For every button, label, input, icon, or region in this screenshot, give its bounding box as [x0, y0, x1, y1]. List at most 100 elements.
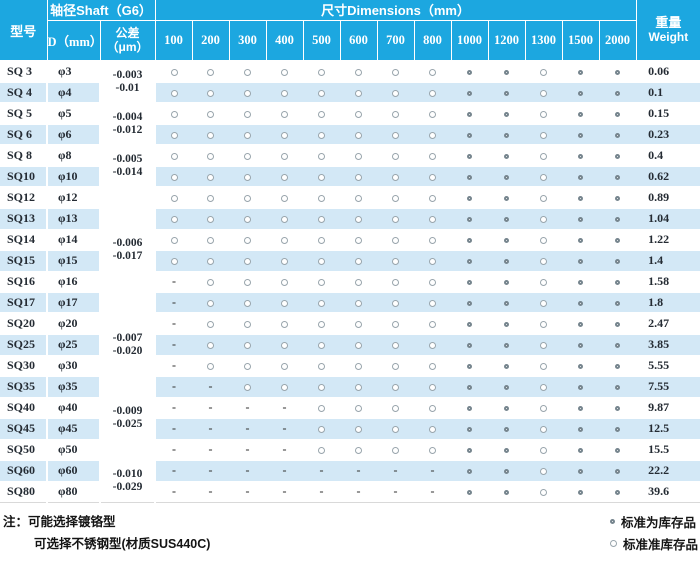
tolerance-label-cn: 公差: [115, 26, 140, 41]
tolerance-value: -0.010: [112, 468, 143, 481]
not-available-dash: -: [208, 379, 213, 394]
semi-standard-stock-icon: [281, 362, 288, 370]
semi-standard-stock-icon: [318, 362, 325, 370]
semi-standard-stock-icon: [170, 69, 178, 76]
table-header: 型号 轴径Shaft（G6） 尺寸Dimensions（mm） 重量 Weigh…: [0, 0, 700, 62]
col-header-shaft: 轴径Shaft（G6）: [46, 0, 156, 21]
semi-standard-stock-icon: [429, 384, 436, 391]
availability-cell: -: [155, 354, 192, 376]
not-available-dash: -: [245, 441, 250, 456]
model-cell: SQ25: [0, 333, 48, 355]
standard-stock-icon: [467, 489, 472, 495]
standard-stock-icon: [467, 90, 472, 96]
weight-cell: 1.8: [636, 291, 700, 313]
tolerance-value: -0.007: [112, 331, 143, 344]
semi-standard-stock-icon: [244, 89, 251, 97]
availability-cell: [488, 333, 525, 355]
availability-cell: [192, 144, 229, 166]
diameter-cell: φ4: [47, 81, 101, 103]
diameter-cell: φ17: [47, 291, 101, 313]
semi-standard-stock-icon: [207, 341, 214, 349]
note-line-1: 注：可能选择镀铬型: [3, 514, 116, 529]
availability-cell: -: [229, 438, 266, 460]
not-available-dash: -: [393, 463, 398, 478]
semi-standard-stock-icon: [392, 89, 399, 97]
availability-cell: [562, 165, 599, 187]
standard-stock-icon: [615, 70, 621, 75]
semi-standard-stock-icon: [355, 404, 362, 412]
availability-cell: [192, 312, 229, 334]
availability-cell: [488, 207, 525, 229]
weight-cell: 1.04: [636, 207, 700, 229]
semi-standard-stock-icon: [355, 131, 362, 139]
availability-cell: [266, 312, 303, 334]
standard-stock-icon: [467, 216, 472, 222]
not-available-dash: -: [430, 484, 435, 498]
standard-stock-icon: [467, 300, 472, 306]
availability-cell: [562, 291, 599, 313]
not-available-dash: -: [282, 441, 287, 456]
not-available-dash: -: [172, 379, 176, 394]
weight-label-cn: 重量: [655, 15, 682, 30]
semi-standard-stock-icon: [207, 173, 214, 181]
model-cell: SQ45: [0, 417, 48, 439]
availability-cell: [155, 144, 192, 166]
table-row: SQ80 φ80 - - - - - - - - 39.6: [0, 480, 700, 502]
model-cell: SQ 6: [0, 123, 48, 145]
standard-stock-icon: [615, 237, 621, 243]
semi-standard-stock-icon: [392, 425, 399, 433]
availability-cell: [562, 459, 599, 481]
availability-cell: [562, 480, 599, 502]
standard-stock-icon: [578, 279, 583, 285]
availability-cell: [266, 270, 303, 292]
availability-cell: [340, 228, 377, 250]
standard-stock-icon: [467, 237, 472, 243]
not-available-dash: -: [282, 421, 287, 435]
semi-standard-stock-icon: [244, 69, 251, 76]
semi-standard-stock-icon: [355, 257, 362, 265]
availability-cell: [303, 207, 340, 229]
standard-stock-icon: [615, 258, 621, 264]
availability-cell: [266, 123, 303, 145]
availability-cell: [525, 165, 562, 187]
availability-cell: [525, 123, 562, 145]
semi-standard-stock-icon: [281, 89, 288, 97]
availability-cell: [377, 291, 414, 313]
not-available-dash: -: [172, 484, 176, 498]
availability-cell: [377, 102, 414, 124]
standard-stock-icon: [467, 174, 472, 180]
availability-cell: [414, 396, 451, 418]
standard-stock-icon: [467, 279, 472, 285]
availability-cell: [525, 354, 562, 376]
semi-standard-stock-icon: [540, 468, 547, 475]
not-available-dash: -: [356, 463, 361, 478]
availability-cell: [488, 144, 525, 166]
semi-standard-stock-icon: [540, 341, 547, 349]
legend-item: 标准为库存品: [609, 511, 698, 533]
availability-cell: [451, 333, 488, 355]
model-cell: SQ16: [0, 270, 48, 292]
availability-cell: [377, 396, 414, 418]
availability-cell: [192, 270, 229, 292]
availability-cell: [562, 417, 599, 439]
semi-standard-stock-icon: [392, 215, 399, 223]
standard-stock-icon: [504, 174, 509, 180]
availability-cell: [451, 480, 488, 502]
availability-cell: [488, 438, 525, 460]
semi-standard-stock-icon: [540, 131, 547, 139]
not-available-dash: -: [172, 441, 176, 456]
availability-cell: [488, 102, 525, 124]
standard-stock-icon: [504, 426, 509, 432]
table-row: SQ 5 φ5 -0.004 -0.012 0.15: [0, 102, 700, 145]
diameter-cell: φ6: [47, 123, 101, 145]
weight-cell: 2.47: [636, 312, 700, 334]
not-available-dash: -: [172, 274, 176, 288]
availability-cell: [340, 333, 377, 355]
availability-cell: [340, 396, 377, 418]
semi-standard-stock-icon: [355, 111, 362, 118]
not-available-dash: -: [245, 484, 250, 498]
semi-standard-stock-icon: [244, 236, 251, 244]
availability-cell: [229, 354, 266, 376]
availability-cell: -: [303, 480, 340, 502]
